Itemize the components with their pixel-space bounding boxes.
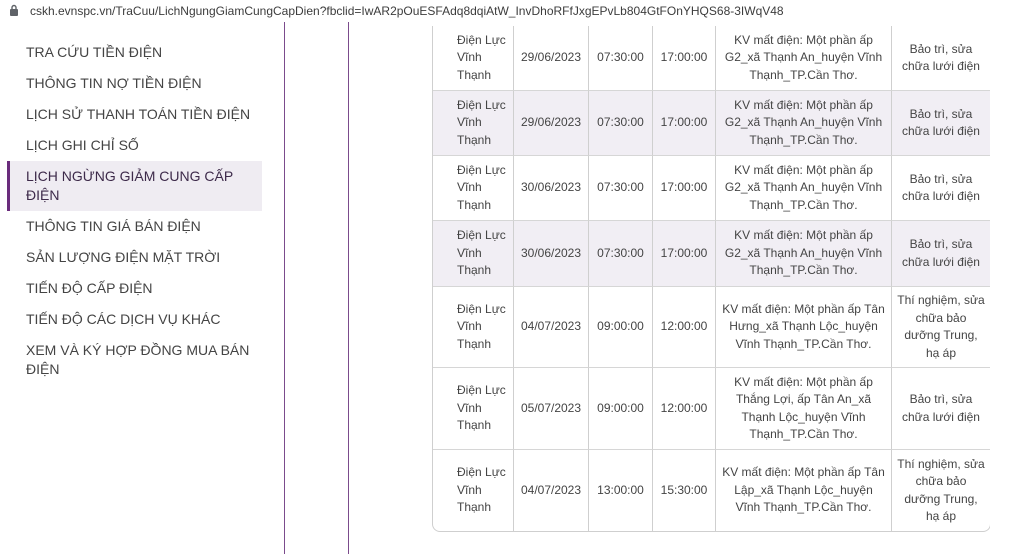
menu-item[interactable]: TIẾN ĐỘ CẤP ĐIỆN <box>26 280 153 296</box>
end-time-cell: 12:00:00 <box>653 368 716 450</box>
end-time-cell: 15:30:00 <box>653 450 716 531</box>
reason-cell: Bảo trì, sửa chữa lưới điện <box>892 91 990 156</box>
divider <box>284 22 285 554</box>
start-time-cell: 07:30:00 <box>589 156 653 221</box>
date-cell: 04/07/2023 <box>514 287 589 368</box>
side-menu: TRA CỨU TIỀN ĐIỆN THÔNG TIN NỢ TIỀN ĐIỆN L… <box>7 37 262 385</box>
end-time-cell: 12:00:00 <box>653 287 716 368</box>
unit-cell: Điện Lực Vĩnh Thạnh <box>433 450 514 531</box>
date-cell: 29/06/2023 <box>514 91 589 156</box>
date-cell: 30/06/2023 <box>514 156 589 221</box>
outage-area-cell: KV mất điện: Một phần ấp G2_xã Thạnh An_… <box>716 26 892 91</box>
lock-icon <box>10 4 18 16</box>
address-bar[interactable]: cskh.evnspc.vn/TraCuu/LichNgungGiamCungC… <box>0 0 1024 22</box>
start-time-cell: 13:00:00 <box>589 450 653 531</box>
reason-cell: Bảo trì, sửa chữa lưới điện <box>892 26 990 91</box>
table-row: Điện Lực Vĩnh Thạnh 05/07/2023 09:00:00 12:… <box>433 368 990 450</box>
unit-cell: Điện Lực Vĩnh Thạnh <box>433 221 514 287</box>
date-cell: 30/06/2023 <box>514 221 589 287</box>
menu-item[interactable]: XEM VÀ KÝ HỢP ĐỒNG MUA BÁN ĐIỆN <box>26 342 250 377</box>
table-row: Điện Lực Vĩnh Thạnh 30/06/2023 07:30:00 17:… <box>433 156 990 221</box>
menu-item[interactable]: LỊCH GHI CHỈ SỐ <box>26 137 139 153</box>
reason-cell: Bảo trì, sửa chữa lưới điện <box>892 221 990 287</box>
table-row: Điện Lực Vĩnh Thạnh 04/07/2023 13:00:00 15:… <box>433 450 990 531</box>
start-time-cell: 09:00:00 <box>589 368 653 450</box>
menu-item[interactable]: THÔNG TIN NỢ TIỀN ĐIỆN <box>26 75 202 91</box>
outage-area-cell: KV mất điện: Một phần ấp Tân Hưng_xã Thạ… <box>716 287 892 368</box>
menu-item[interactable]: TIẾN ĐỘ CÁC DỊCH VỤ KHÁC <box>26 311 221 327</box>
outage-area-cell: KV mất điện: Một phần ấp Thắng Lợi, ấp T… <box>716 368 892 450</box>
unit-cell: Điện Lực Vĩnh Thạnh <box>433 287 514 368</box>
end-time-cell: 17:00:00 <box>653 156 716 221</box>
start-time-cell: 07:30:00 <box>589 221 653 287</box>
table-container: Điện Lực Vĩnh Thạnh 29/06/2023 07:30:00 17:… <box>432 22 990 534</box>
start-time-cell: 09:00:00 <box>589 287 653 368</box>
outage-area-cell: KV mất điện: Một phần ấp Tân Lập_xã Thạn… <box>716 450 892 531</box>
end-time-cell: 17:00:00 <box>653 221 716 287</box>
outage-table: Điện Lực Vĩnh Thạnh 29/06/2023 07:30:00 17:… <box>432 26 990 532</box>
table-row: Điện Lực Vĩnh Thạnh 30/06/2023 07:30:00 17:… <box>433 221 990 287</box>
unit-cell: Điện Lực Vĩnh Thạnh <box>433 26 514 91</box>
start-time-cell: 07:30:00 <box>589 91 653 156</box>
outage-area-cell: KV mất điện: Một phần ấp G2_xã Thạnh An_… <box>716 221 892 287</box>
menu-item[interactable]: TRA CỨU TIỀN ĐIỆN <box>26 44 163 60</box>
date-cell: 29/06/2023 <box>514 26 589 91</box>
reason-cell: Bảo trì, sửa chữa lưới điện <box>892 368 990 450</box>
table-row: Điện Lực Vĩnh Thạnh 29/06/2023 07:30:00 17:… <box>433 91 990 156</box>
unit-cell: Điện Lực Vĩnh Thạnh <box>433 368 514 450</box>
menu-item[interactable]: LỊCH SỬ THANH TOÁN TIỀN ĐIỆN <box>26 106 251 122</box>
outage-area-cell: KV mất điện: Một phần ấp G2_xã Thạnh An_… <box>716 91 892 156</box>
menu-item[interactable]: LỊCH NGỪNG GIẢM CUNG CẤP ĐIỆN <box>7 161 262 211</box>
end-time-cell: 17:00:00 <box>653 26 716 91</box>
start-time-cell: 07:30:00 <box>589 26 653 91</box>
unit-cell: Điện Lực Vĩnh Thạnh <box>433 156 514 221</box>
menu-item[interactable]: THÔNG TIN GIÁ BÁN ĐIỆN <box>26 218 201 234</box>
table-row: Điện Lực Vĩnh Thạnh 29/06/2023 07:30:00 17:… <box>433 26 990 91</box>
unit-cell: Điện Lực Vĩnh Thạnh <box>433 91 514 156</box>
menu-item[interactable]: SẢN LƯỢNG ĐIỆN MẶT TRỜI <box>26 249 221 265</box>
end-time-cell: 17:00:00 <box>653 91 716 156</box>
url: cskh.evnspc.vn/TraCuu/LichNgungGiamCungC… <box>30 4 784 18</box>
table-row: Điện Lực Vĩnh Thạnh 04/07/2023 09:00:00 12:… <box>433 287 990 368</box>
date-cell: 05/07/2023 <box>514 368 589 450</box>
reason-cell: Thí nghiệm, sửa chữa bảo dưỡng Trung, hạ… <box>892 287 990 368</box>
divider <box>348 22 349 554</box>
reason-cell: Bảo trì, sửa chữa lưới điện <box>892 156 990 221</box>
outage-area-cell: KV mất điện: Một phần ấp G2_xã Thạnh An_… <box>716 156 892 221</box>
date-cell: 04/07/2023 <box>514 450 589 531</box>
reason-cell: Thí nghiệm, sửa chữa bảo dưỡng Trung, hạ… <box>897 456 985 524</box>
